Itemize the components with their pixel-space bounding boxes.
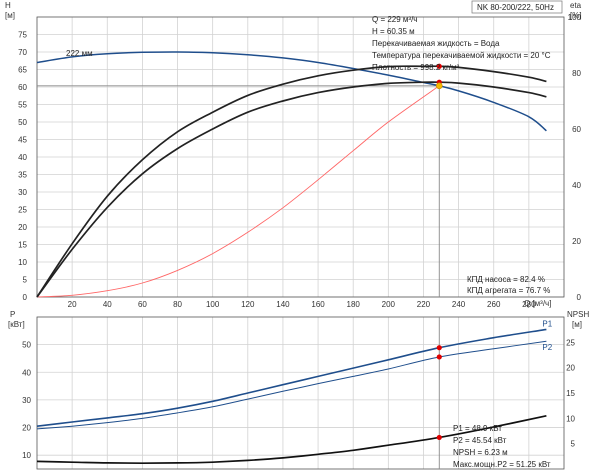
efficiency-info-block: КПД насоса = 82.4 % КПД агрегата = 76.7 …	[467, 275, 550, 295]
flow-tick-label: 180	[347, 300, 361, 309]
info-pump-efficiency: КПД насоса = 82.4 %	[467, 275, 545, 284]
pump-efficiency-point	[436, 63, 442, 69]
info-max-power: Макс.мощн.P2 = 51.25 кВт	[453, 460, 551, 469]
npsh-tick-label: 25	[566, 338, 575, 347]
npsh-axis-name: NPSH	[567, 310, 589, 319]
head-tick-label: 10	[18, 258, 27, 267]
head-tick-label: 35	[18, 171, 27, 180]
flow-tick-label: 60	[138, 300, 147, 309]
head-chart-series	[36, 51, 547, 298]
head-tick-label: 70	[18, 48, 27, 57]
info-p2: P2 = 45.54 кВт	[453, 436, 507, 445]
p1-curve	[36, 328, 547, 427]
head-tick-label: 30	[18, 188, 27, 197]
eta-tick-label: 80	[572, 69, 581, 78]
flow-tick-label: 40	[103, 300, 112, 309]
info-p1: P1 = 48.9 кВт	[453, 424, 502, 433]
eta-tick-label: 0	[577, 293, 582, 302]
p1-series-label: P1	[542, 319, 552, 328]
info-density: Плотность = 998.2 кг/м³	[372, 63, 460, 72]
head-tick-label: 20	[18, 223, 27, 232]
info-flow: Q = 229 м³/ч	[372, 15, 417, 24]
npsh-tick-label: 15	[566, 389, 575, 398]
power-chart-ticks: 10 20 30 40 50 5 10 15 20 25	[22, 338, 575, 460]
flow-axis-title: Q [м³/ч]	[524, 299, 551, 308]
p2-series-label: P2	[542, 343, 552, 352]
flow-tick-label: 220	[417, 300, 431, 309]
info-head: H = 60.35 м	[372, 27, 415, 36]
head-axis-units: [м]	[5, 11, 15, 20]
p2-curve	[36, 340, 547, 430]
pump-efficiency-curve	[36, 65, 547, 298]
head-tick-label: 50	[18, 118, 27, 127]
head-tick-label: 40	[18, 153, 27, 162]
npsh-point	[436, 434, 442, 441]
info-temperature: Температура перекачиваемой жидкости = 20…	[372, 51, 551, 60]
impeller-diameter-label: 222 мм	[66, 49, 93, 58]
flow-tick-label: 100	[206, 300, 220, 309]
head-tick-label: 5	[23, 276, 28, 285]
duty-info-block: Q = 229 м³/ч H = 60.35 м Перекачиваемая …	[372, 15, 551, 72]
info-unit-efficiency: КПД агрегата = 76.7 %	[467, 286, 550, 295]
npsh-tick-label: 10	[566, 414, 575, 423]
head-chart-ticks: 20 40 60 80 100 120 140 160 180 200 220 240 260 28005…	[18, 13, 581, 309]
head-tick-label: 60	[18, 83, 27, 92]
eta-tick-label: 60	[572, 125, 581, 134]
chart-title: NK 80-200/222, 50Hz	[477, 3, 554, 12]
head-axis-name: H	[5, 1, 11, 10]
eta-tick-label: 40	[572, 181, 581, 190]
head-tick-label: 0	[23, 293, 28, 302]
head-tick-label: 65	[18, 66, 27, 75]
flow-tick-label: 260	[487, 300, 501, 309]
eta-tick-label: 20	[572, 237, 581, 246]
npsh-tick-label: 20	[566, 364, 575, 373]
flow-tick-label: 20	[68, 300, 77, 309]
flow-tick-label: 240	[452, 300, 466, 309]
eta-axis-units: [%]	[570, 11, 582, 20]
head-tick-label: 15	[18, 241, 27, 250]
head-tick-label: 45	[18, 136, 27, 145]
flow-tick-label: 160	[311, 300, 325, 309]
power-tick-label: 50	[22, 341, 31, 350]
flow-tick-label: 140	[276, 300, 290, 309]
power-tick-label: 40	[22, 368, 31, 377]
info-liquid: Перекачиваемая жидкость = Вода	[372, 39, 500, 48]
flow-tick-label: 120	[241, 300, 255, 309]
npsh-curve	[36, 414, 547, 465]
power-tick-label: 20	[22, 424, 31, 433]
p1-point	[436, 345, 442, 351]
power-chart-frame	[36, 316, 565, 470]
system-curve	[36, 85, 440, 298]
npsh-tick-label: 5	[571, 440, 576, 449]
power-tick-label: 30	[22, 396, 31, 405]
head-tick-label: 75	[18, 31, 27, 40]
power-tick-label: 10	[22, 451, 31, 460]
head-tick-label: 25	[18, 206, 27, 215]
info-npsh: NPSH = 6.23 м	[453, 448, 508, 457]
eta-tick-label: 100	[568, 13, 582, 22]
power-chart-series: P1 P2	[36, 317, 553, 469]
head-chart-frame	[36, 16, 565, 298]
power-axis-units: [кВт]	[8, 320, 25, 329]
head-curve	[36, 51, 547, 132]
flow-tick-label: 200	[382, 300, 396, 309]
flow-tick-label: 280	[522, 300, 536, 309]
duty-point	[435, 82, 443, 90]
title-box	[471, 0, 563, 14]
power-axis-name: P	[10, 310, 15, 319]
power-info-block: P1 = 48.9 кВт P2 = 45.54 кВт NPSH = 6.23…	[453, 424, 551, 469]
head-chart-grid	[37, 17, 564, 298]
npsh-axis-units: [м]	[572, 320, 582, 329]
head-tick-label: 55	[18, 101, 27, 110]
p2-point	[436, 354, 442, 360]
unit-efficiency-curve	[36, 81, 547, 298]
flow-tick-label: 80	[173, 300, 182, 309]
power-chart-grid	[37, 317, 564, 469]
eta-axis-name: eta	[570, 1, 582, 10]
